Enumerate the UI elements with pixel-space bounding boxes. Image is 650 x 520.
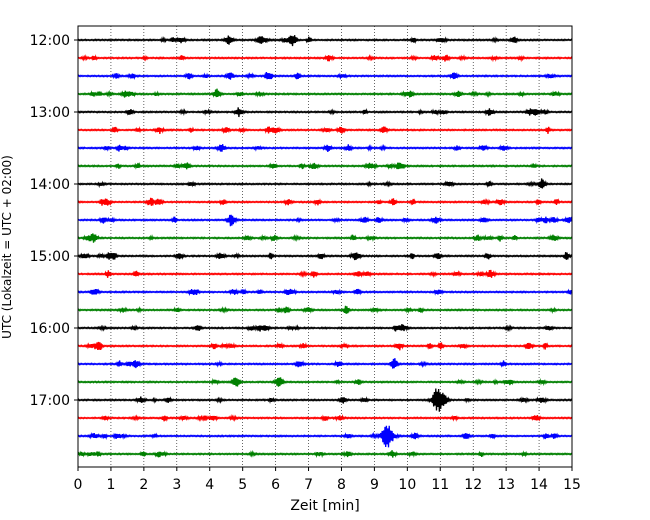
x-tick-label: 6 [271, 477, 280, 493]
trace-row [77, 197, 573, 207]
x-tick-label: 3 [172, 477, 181, 493]
trace-row [77, 178, 573, 189]
x-tick-label: 9 [370, 477, 379, 493]
x-tick-label: 4 [205, 477, 214, 493]
trace-row [77, 162, 573, 170]
trace-row [77, 388, 573, 412]
x-tick-label: 5 [238, 477, 247, 493]
trace-row [77, 53, 573, 63]
plot-frame [77, 25, 573, 468]
x-tick-label: 2 [139, 477, 148, 493]
y-tick-label: 14:00 [30, 177, 70, 193]
x-tick-label: 12 [464, 477, 482, 493]
trace-row [77, 323, 573, 333]
trace-row [77, 88, 573, 99]
trace-row [77, 425, 573, 448]
trace-row [77, 35, 573, 47]
trace-row [77, 414, 573, 423]
trace-row [77, 214, 573, 227]
x-tick-label: 15 [563, 477, 581, 493]
y-axis: 12:00 13:00 14:00 15:00 16:00 17:00 [30, 33, 78, 409]
trace-row [77, 233, 573, 243]
y-tick-label: 16:00 [30, 321, 70, 337]
trace-row [77, 269, 573, 279]
x-tick-label: 7 [304, 477, 313, 493]
trace-row [77, 449, 573, 459]
y-axis-label: UTC (Lokalzeit = UTC + 02:00) [0, 155, 14, 339]
x-tick-label: 8 [337, 477, 346, 493]
trace-row [77, 305, 573, 314]
trace-row [77, 143, 573, 152]
y-tick-label: 15:00 [30, 249, 70, 265]
x-axis: 0 1 2 3 4 5 6 7 8 9 10 11 12 13 14 15 [74, 467, 581, 493]
trace-row [77, 126, 573, 135]
trace-row [77, 377, 573, 387]
x-tick-label: 10 [398, 477, 416, 493]
y-tick-label: 12:00 [30, 33, 70, 49]
y-tick-label: 13:00 [30, 105, 70, 121]
x-tick-label: 14 [530, 477, 548, 493]
trace-row [77, 288, 573, 297]
x-tick-label: 13 [497, 477, 515, 493]
x-tick-label: 0 [74, 477, 83, 493]
trace-row [77, 358, 573, 369]
x-axis-label: Zeit [min] [290, 498, 359, 514]
trace-row [77, 251, 573, 261]
x-tick-label: 11 [431, 477, 449, 493]
x-tick-label: 1 [106, 477, 115, 493]
trace-row [77, 71, 573, 81]
trace-row [77, 107, 573, 118]
y-tick-label: 17:00 [30, 393, 70, 409]
trace-rows [77, 35, 573, 459]
trace-row [77, 341, 573, 351]
